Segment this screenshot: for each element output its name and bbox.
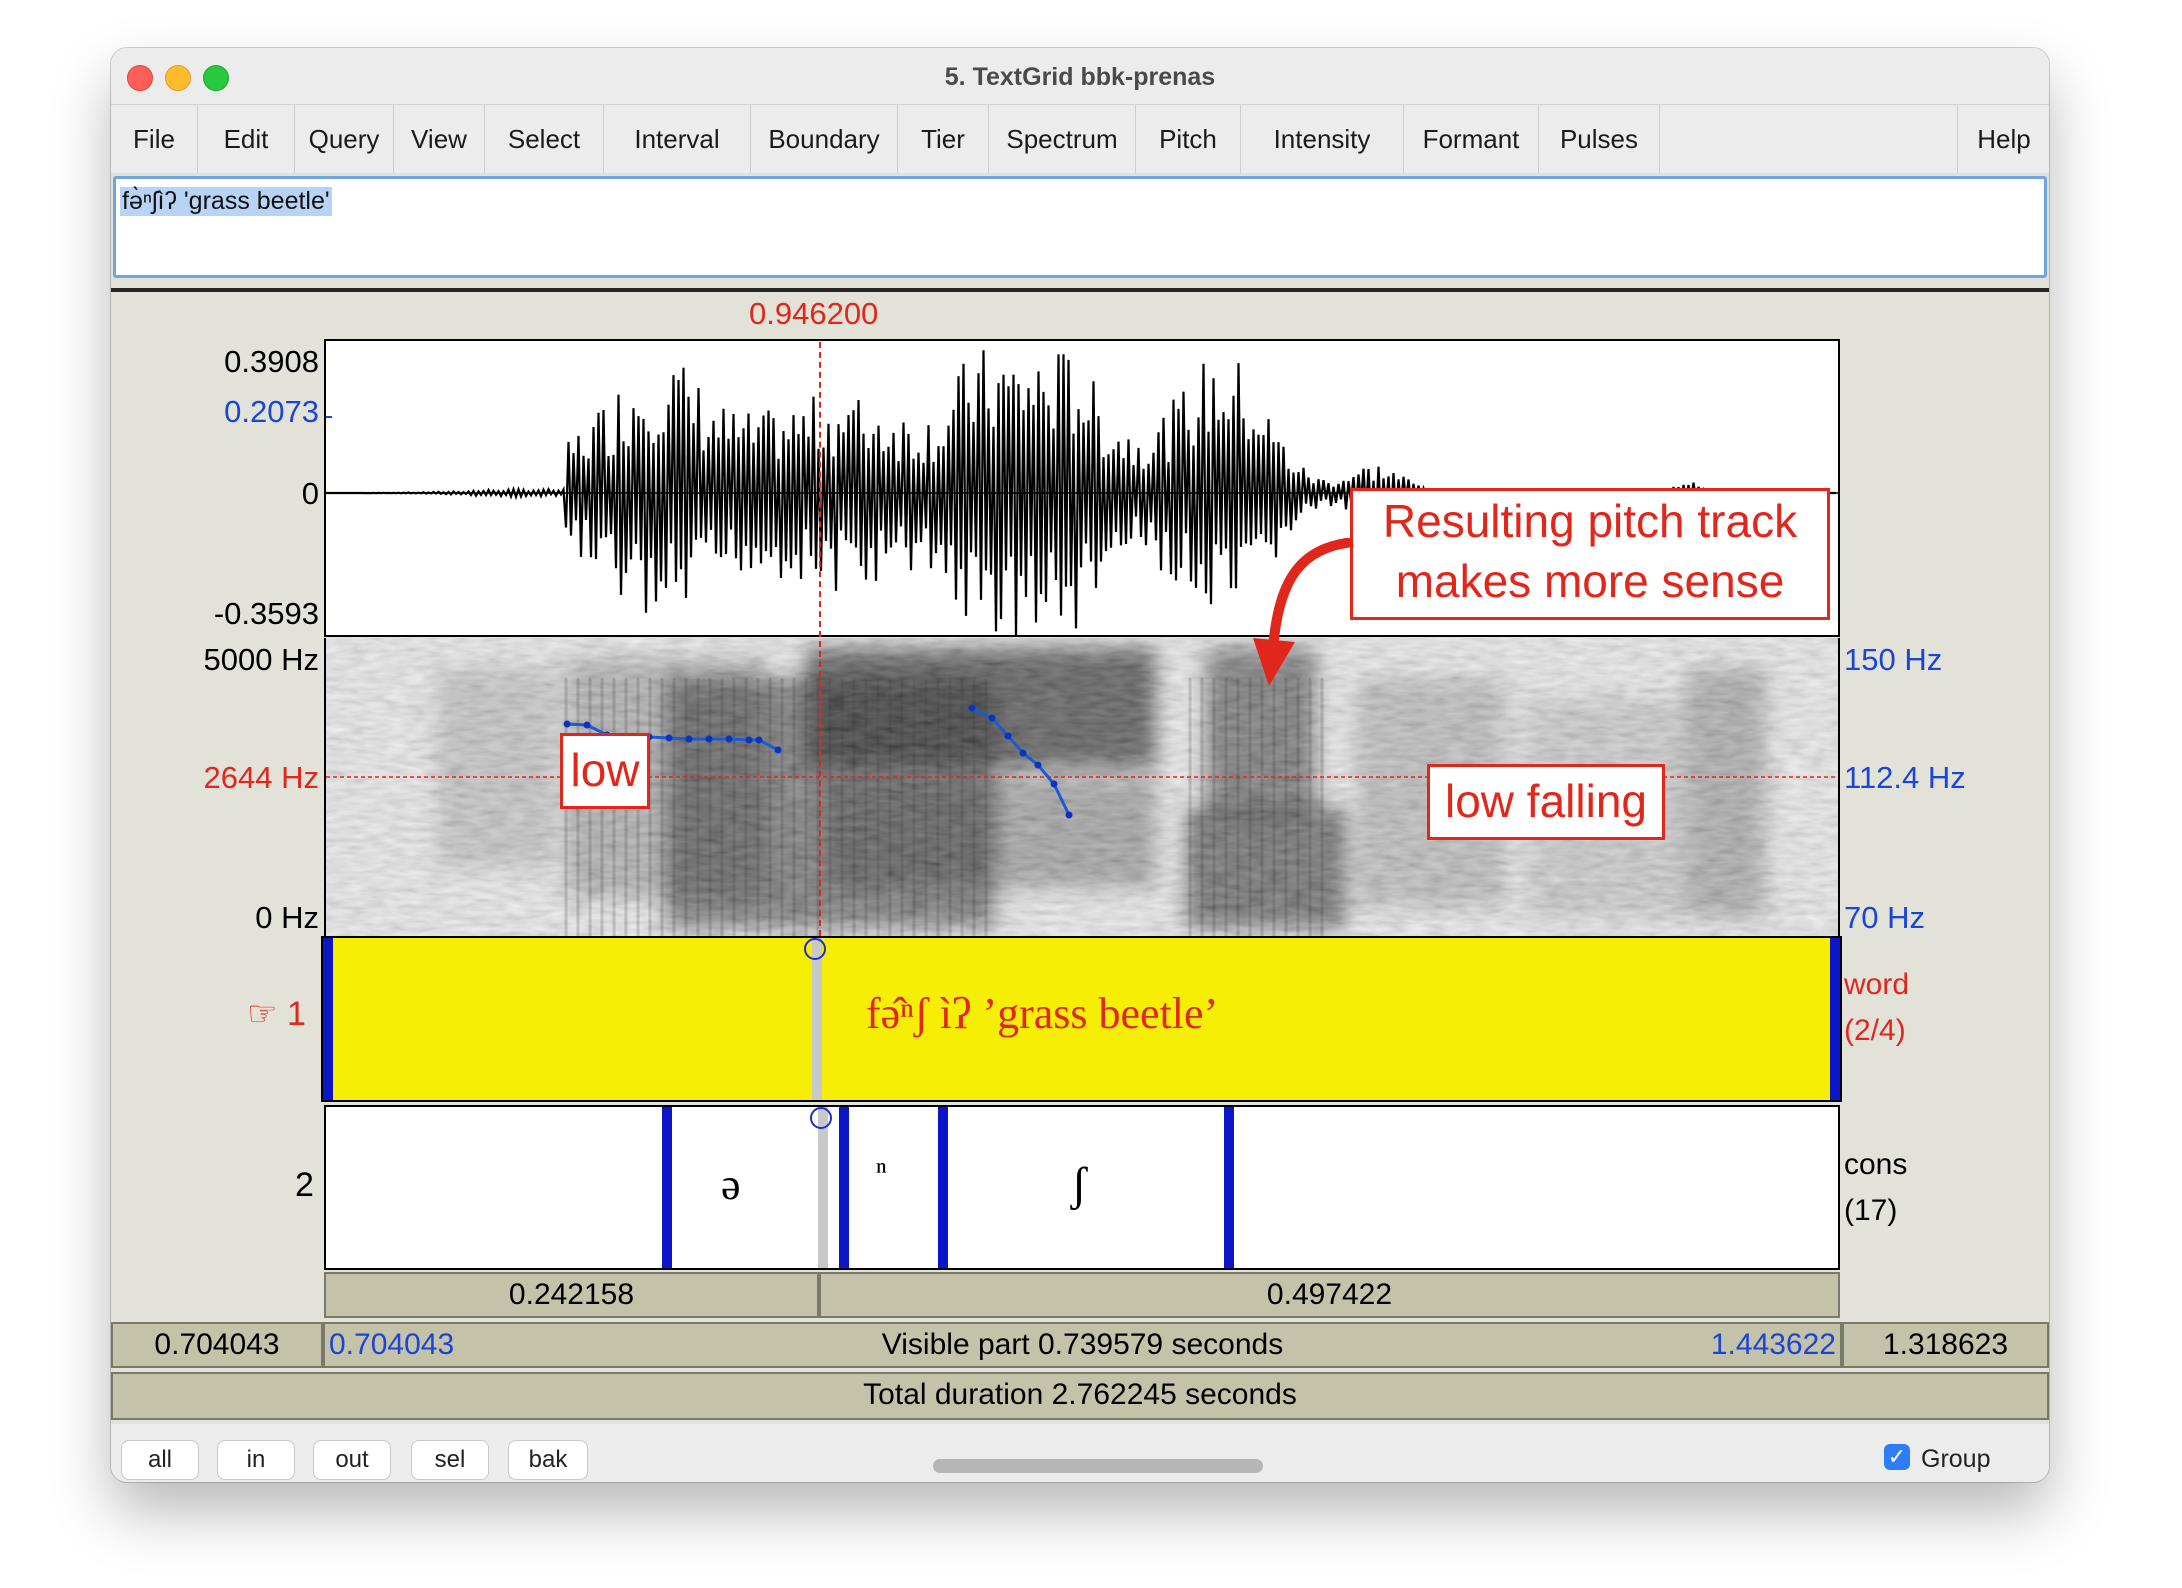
- group-label: Group: [1921, 1445, 1991, 1473]
- tier2-number[interactable]: 2: [295, 1166, 314, 1204]
- pitch-max-label: 150 Hz: [1844, 642, 1943, 677]
- tier2-cursor-handle-icon[interactable]: [810, 1107, 832, 1129]
- visible-start: 0.704043: [329, 1328, 455, 1361]
- group-checkbox[interactable]: ✓: [1884, 1444, 1910, 1470]
- spectrogram-cursor-freq: 2644 Hz: [203, 760, 319, 795]
- pitch-point: [583, 721, 591, 729]
- pitch-point: [563, 720, 571, 728]
- zoom-all-button[interactable]: all: [121, 1440, 199, 1480]
- selection-cursor-bar: [812, 938, 822, 1100]
- pitch-point: [1034, 761, 1042, 769]
- window-title: 5. TextGrid bbk-prenas: [944, 63, 1216, 91]
- menu-file[interactable]: File: [111, 105, 198, 173]
- menu-query[interactable]: Query: [295, 105, 394, 173]
- waveform-max-label: 0.3908: [224, 344, 319, 379]
- close-window-button[interactable]: [127, 65, 153, 91]
- zoom-out-button[interactable]: out: [313, 1440, 391, 1480]
- tier2-interval-esh: ʃ: [1071, 1158, 1087, 1211]
- tier1-left-boundary[interactable]: [323, 938, 333, 1100]
- tier1-right-boundary[interactable]: [1830, 938, 1840, 1100]
- menu-formant[interactable]: Formant: [1404, 105, 1539, 173]
- tier1-word[interactable]: fə̂ⁿʃ ìʔ ’grass beetle’: [321, 936, 1842, 1102]
- annotation-arrow: [1253, 538, 1354, 686]
- tier2-interval-schwa: ə: [721, 1160, 741, 1209]
- pitch-point: [685, 735, 693, 743]
- pitch-point: [705, 735, 713, 743]
- tier2-boundary-1[interactable]: [662, 1107, 672, 1268]
- total-duration-bar[interactable]: Total duration 2.762245 seconds: [111, 1372, 2049, 1420]
- visible-part-bar[interactable]: 0.704043 Visible part 0.739579 seconds 1…: [323, 1322, 1842, 1368]
- tier2-cons[interactable]: ə ⁿ ʃ: [324, 1105, 1840, 1270]
- scrollbar-thumb[interactable]: [933, 1459, 1263, 1473]
- pitch-point: [665, 734, 673, 742]
- tier2-boundary-4[interactable]: [1224, 1107, 1234, 1268]
- visible-end: 1.443622: [1710, 1328, 1836, 1361]
- bottom-toolbar: all in out sel bak ✓ Group: [111, 1424, 2049, 1482]
- tier2-name: cons (17): [1844, 1148, 1908, 1227]
- tier1-interval-text: fə̂ⁿʃ ìʔ ’grass beetle’: [866, 989, 1219, 1038]
- hand-pointer-icon: ☞: [247, 995, 278, 1033]
- pitch-min-label: 70 Hz: [1844, 900, 1925, 935]
- separator-line: [111, 288, 2049, 292]
- pitch-track-annotation: Resulting pitch track makes more sense: [1350, 488, 1830, 620]
- textgrid-window: 5. TextGrid bbk-prenas File Edit Query V…: [111, 48, 2049, 1482]
- cursor-handle-icon[interactable]: [804, 938, 826, 960]
- interval-text-value: fə̀ⁿʃìʔ 'grass beetle': [120, 187, 332, 216]
- cursor-line: [819, 342, 821, 936]
- window-end-time[interactable]: 1.318623: [1842, 1322, 2049, 1368]
- minimize-window-button[interactable]: [165, 65, 191, 91]
- zoom-in-button[interactable]: in: [217, 1440, 295, 1480]
- menu-spectrum[interactable]: Spectrum: [989, 105, 1136, 173]
- menu-interval[interactable]: Interval: [604, 105, 751, 173]
- menu-boundary[interactable]: Boundary: [751, 105, 898, 173]
- waveform-min-label: -0.3593: [213, 596, 319, 631]
- low-tone-annotation: low: [560, 733, 650, 809]
- menu-edit[interactable]: Edit: [198, 105, 295, 173]
- duration-left-segment[interactable]: 0.242158: [324, 1272, 819, 1318]
- waveform-zero-label: 0: [301, 476, 319, 511]
- cursor-time-label: 0.946200: [749, 296, 879, 331]
- pitch-point: [774, 746, 782, 754]
- tier2-boundary-3[interactable]: [938, 1107, 948, 1268]
- tier2-cursor-bar: [818, 1107, 828, 1268]
- waveform-cursor-value: 0.2073: [224, 394, 319, 429]
- menu-bar: File Edit Query View Select Interval Bou…: [111, 105, 2049, 173]
- tier1-number: 1: [286, 995, 306, 1033]
- pitch-point: [745, 736, 753, 744]
- low-falling-annotation: low falling: [1427, 764, 1665, 840]
- zoom-back-button[interactable]: bak: [508, 1440, 588, 1480]
- tier2-interval-n: ⁿ: [876, 1153, 887, 1190]
- menu-intensity[interactable]: Intensity: [1241, 105, 1404, 173]
- title-bar: 5. TextGrid bbk-prenas: [111, 48, 2049, 105]
- visible-part-label: Visible part 0.739579 seconds: [881, 1328, 1284, 1361]
- pitch-point: [725, 735, 733, 743]
- menu-pulses[interactable]: Pulses: [1539, 105, 1660, 173]
- window-start-time[interactable]: 0.704043: [111, 1322, 323, 1368]
- menu-view[interactable]: View: [394, 105, 485, 173]
- menu-tier[interactable]: Tier: [898, 105, 989, 173]
- zoom-selection-button[interactable]: sel: [411, 1440, 489, 1480]
- pitch-point: [968, 704, 976, 712]
- menu-select[interactable]: Select: [485, 105, 604, 173]
- menu-help[interactable]: Help: [1957, 105, 2049, 173]
- pitch-point: [1065, 811, 1073, 819]
- tier1-marker[interactable]: ☞ 1: [247, 994, 306, 1034]
- pitch-point: [988, 714, 996, 722]
- tier1-name: word (2/4): [1844, 968, 1910, 1047]
- menu-pitch[interactable]: Pitch: [1136, 105, 1241, 173]
- zoom-window-button[interactable]: [203, 65, 229, 91]
- pitch-point: [1050, 780, 1058, 788]
- tier2-boundary-2[interactable]: [839, 1107, 849, 1268]
- duration-right-segment[interactable]: 0.497422: [819, 1272, 1840, 1318]
- spectrogram-min-freq: 0 Hz: [255, 900, 319, 935]
- pitch-point: [1004, 732, 1012, 740]
- pitch-point: [755, 736, 763, 744]
- spectrogram-max-freq: 5000 Hz: [203, 642, 319, 677]
- pitch-point: [1019, 749, 1027, 757]
- pitch-cursor-label: 112.4 Hz: [1844, 760, 1966, 795]
- interval-text-field[interactable]: fə̀ⁿʃìʔ 'grass beetle': [113, 176, 2047, 278]
